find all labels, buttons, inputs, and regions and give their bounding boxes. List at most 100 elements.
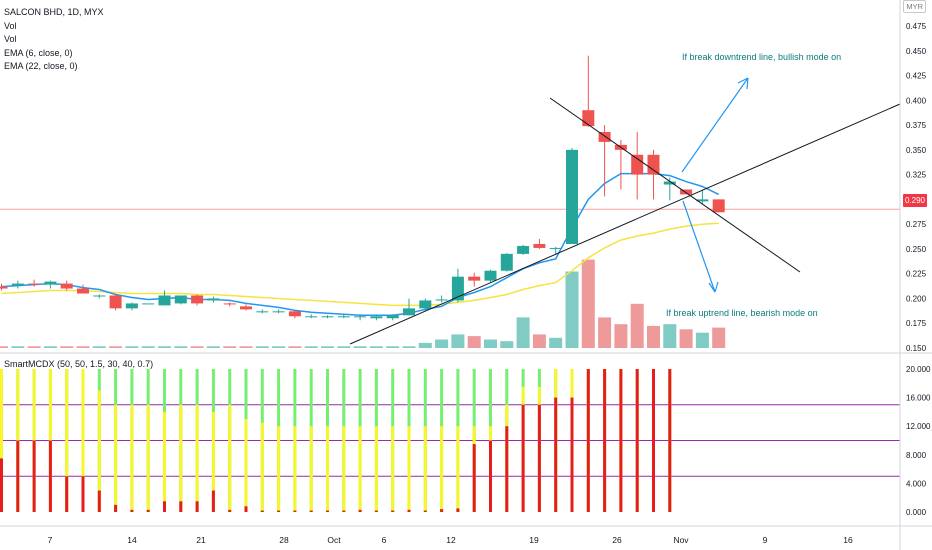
legend: SALCON BHD, 1D, MYX Vol Vol EMA (6, clos… xyxy=(4,6,104,74)
indicator-bar-yellow xyxy=(456,426,460,512)
volume-bar xyxy=(190,346,204,348)
candle-body xyxy=(207,298,220,301)
candle-body xyxy=(631,154,644,175)
candle-body xyxy=(468,276,481,281)
legend-ema-22[interactable]: EMA (22, close, 0) xyxy=(4,61,78,71)
legend-ema-6[interactable]: EMA (6, close, 0) xyxy=(4,47,73,58)
indicator-bar-red xyxy=(326,510,329,512)
currency-label[interactable]: MYR xyxy=(903,0,926,13)
candle-body xyxy=(484,270,497,281)
indicator-bar-red xyxy=(668,369,672,512)
volume-bar xyxy=(695,332,709,348)
candle-body xyxy=(500,253,513,271)
indicator-bar-red xyxy=(521,404,525,512)
indicator-bar-yellow xyxy=(130,404,134,512)
volume-bars xyxy=(0,259,726,348)
indicator-bar-red xyxy=(407,509,411,512)
indicator-bar-yellow xyxy=(81,369,85,512)
time-tick-label: 9 xyxy=(763,535,768,545)
price-tick-label: 0.250 xyxy=(906,245,927,254)
candle-body xyxy=(60,283,73,289)
indicator-bar-yellow xyxy=(260,422,264,512)
trendlines[interactable] xyxy=(349,77,901,345)
candle-body xyxy=(663,181,676,185)
indicator-tick-label: 20.000 xyxy=(906,365,931,374)
volume-bar xyxy=(402,346,416,348)
volume-bar xyxy=(223,346,237,348)
legend-vol-2[interactable]: Vol xyxy=(4,34,17,44)
annotation-bearish[interactable]: If break uptrend line, bearish mode on xyxy=(666,308,818,318)
volume-bar xyxy=(647,325,660,348)
indicator-bar-yellow xyxy=(440,426,444,512)
indicator-bar-red xyxy=(163,501,166,512)
time-tick-label: Oct xyxy=(327,535,341,545)
indicator-bar-red xyxy=(342,510,346,512)
indicator-bar-red xyxy=(570,397,574,512)
candle-body xyxy=(28,283,41,285)
symbol-title[interactable]: SALCON BHD, 1D, MYX xyxy=(4,7,104,17)
volume-bar xyxy=(337,346,351,348)
indicator-bar-yellow xyxy=(179,404,183,512)
volume-bar xyxy=(484,339,497,348)
indicator-bar-yellow xyxy=(163,411,166,512)
indicator-bar-yellow xyxy=(407,426,411,512)
indicator-bar-yellow xyxy=(146,404,150,512)
indicator-label[interactable]: SmartMCDX (50, 50, 1.5, 30, 40, 0.7) xyxy=(4,359,154,369)
volume-bar xyxy=(630,303,644,348)
volume-bar xyxy=(581,259,595,348)
time-tick-label: Nov xyxy=(673,535,689,545)
volume-bar xyxy=(11,346,25,348)
time-tick-label: 19 xyxy=(529,535,539,545)
bearish-arrow xyxy=(682,200,716,293)
volume-bar xyxy=(304,346,318,348)
indicator-bar-red xyxy=(244,506,248,512)
candle-body xyxy=(435,299,448,301)
indicator-tick-label: 4.000 xyxy=(906,479,927,488)
indicator-bar-yellow xyxy=(114,404,118,512)
indicator-bar-yellow xyxy=(326,426,329,512)
volume-bar xyxy=(663,324,677,348)
last-price-badge: 0.290 xyxy=(903,194,927,207)
volume-bar xyxy=(174,346,188,348)
candle-body xyxy=(451,276,464,301)
indicator-tick-label: 12.000 xyxy=(906,422,931,431)
price-tick-label: 0.375 xyxy=(906,121,927,130)
bullish-arrowhead xyxy=(737,77,749,90)
candle-body xyxy=(566,149,578,244)
volume-bar xyxy=(43,346,57,348)
volume-bar xyxy=(60,346,74,348)
price-tick-label: 0.350 xyxy=(906,146,927,155)
candle-body xyxy=(403,308,415,316)
price-tick-label: 0.450 xyxy=(906,47,927,56)
indicator-bar-yellow xyxy=(374,426,378,512)
time-tick-label: 26 xyxy=(612,535,622,545)
candle-body xyxy=(370,316,383,319)
indicator-bar-yellow xyxy=(228,404,232,512)
time-tick-label: 14 xyxy=(127,535,137,545)
indicator-bar-red xyxy=(489,440,492,512)
candle-body xyxy=(354,316,367,318)
volume-bar xyxy=(532,334,546,348)
indicator-bar-red xyxy=(65,476,69,512)
indicator-bars xyxy=(0,369,672,512)
time-tick-label: 12 xyxy=(446,535,456,545)
volume-bar xyxy=(141,346,155,348)
volume-bar xyxy=(369,346,383,348)
volume-bar xyxy=(500,341,514,348)
price-tick-label: 0.425 xyxy=(906,72,927,81)
time-tick-label: 21 xyxy=(196,535,206,545)
time-tick-label: 6 xyxy=(382,535,387,545)
time-tick-label: 7 xyxy=(48,535,53,545)
indicator-bar-red xyxy=(619,369,623,512)
candle-body xyxy=(77,288,89,294)
indicator-bar-red xyxy=(472,444,476,512)
candle-body xyxy=(598,132,611,142)
legend-vol-1[interactable]: Vol xyxy=(4,20,17,31)
indicator-bar-yellow xyxy=(293,426,297,512)
price-tick-label: 0.150 xyxy=(906,344,927,353)
annotation-bullish[interactable]: If break downtrend line, bullish mode on xyxy=(682,52,842,62)
candle-body xyxy=(305,316,318,318)
volume-bar xyxy=(158,346,171,348)
indicator-bar-red xyxy=(277,510,281,512)
